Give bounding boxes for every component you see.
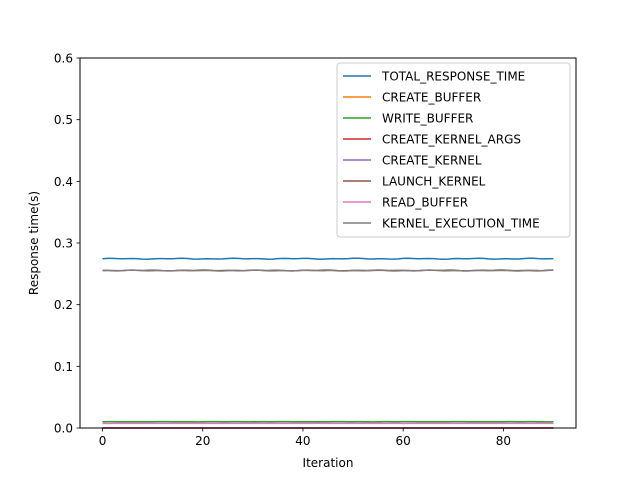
- legend-label: CREATE_KERNEL: [382, 154, 482, 168]
- legend: TOTAL_RESPONSE_TIME CREATE_BUFFER WRITE_BU…: [336, 62, 571, 238]
- series-line-kernel-execution-time: [102, 269, 554, 272]
- y-tick-label: 0.3: [54, 237, 73, 251]
- x-axis-label: Iteration: [303, 456, 354, 470]
- y-axis-ticks: 0.0 0.1 0.2 0.3 0.4 0.5 0.6: [54, 52, 80, 436]
- legend-label: LAUNCH_KERNEL: [382, 175, 486, 189]
- x-tick-label: 60: [396, 434, 411, 448]
- x-axis-ticks: 0 20 40 60 80: [99, 428, 511, 448]
- legend-label: CREATE_KERNEL_ARGS: [382, 133, 521, 147]
- y-tick-label: 0.5: [54, 113, 73, 127]
- y-tick-label: 0.0: [54, 422, 73, 436]
- x-tick-label: 20: [195, 434, 210, 448]
- legend-label: READ_BUFFER: [382, 196, 468, 210]
- series-line-total-response-time: [102, 257, 554, 261]
- legend-label: CREATE_BUFFER: [382, 91, 481, 105]
- legend-label: KERNEL_EXECUTION_TIME: [382, 217, 540, 231]
- y-axis-label: Response time(s): [27, 191, 41, 295]
- x-tick-label: 0: [99, 434, 107, 448]
- y-tick-label: 0.2: [54, 298, 73, 312]
- y-tick-label: 0.4: [54, 175, 73, 189]
- legend-label: WRITE_BUFFER: [382, 112, 473, 126]
- y-tick-label: 0.1: [54, 360, 73, 374]
- y-tick-label: 0.6: [54, 52, 73, 66]
- legend-box: [336, 62, 571, 238]
- x-tick-label: 80: [496, 434, 511, 448]
- legend-label: TOTAL_RESPONSE_TIME: [381, 70, 525, 84]
- x-tick-label: 40: [295, 434, 310, 448]
